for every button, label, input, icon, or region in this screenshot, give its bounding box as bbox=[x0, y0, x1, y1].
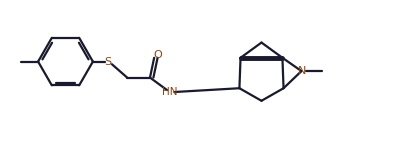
Text: S: S bbox=[104, 57, 111, 67]
Text: O: O bbox=[153, 50, 162, 60]
Text: N: N bbox=[298, 66, 307, 76]
Text: HN: HN bbox=[162, 87, 177, 97]
